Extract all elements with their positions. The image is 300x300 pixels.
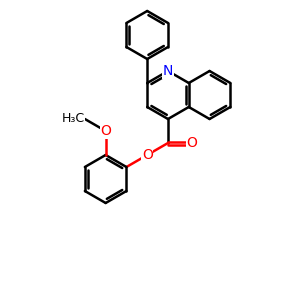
- Text: O: O: [142, 148, 153, 162]
- Text: O: O: [100, 124, 111, 138]
- Text: N: N: [163, 64, 173, 78]
- Text: H₃C: H₃C: [62, 112, 85, 125]
- Text: O: O: [187, 136, 197, 150]
